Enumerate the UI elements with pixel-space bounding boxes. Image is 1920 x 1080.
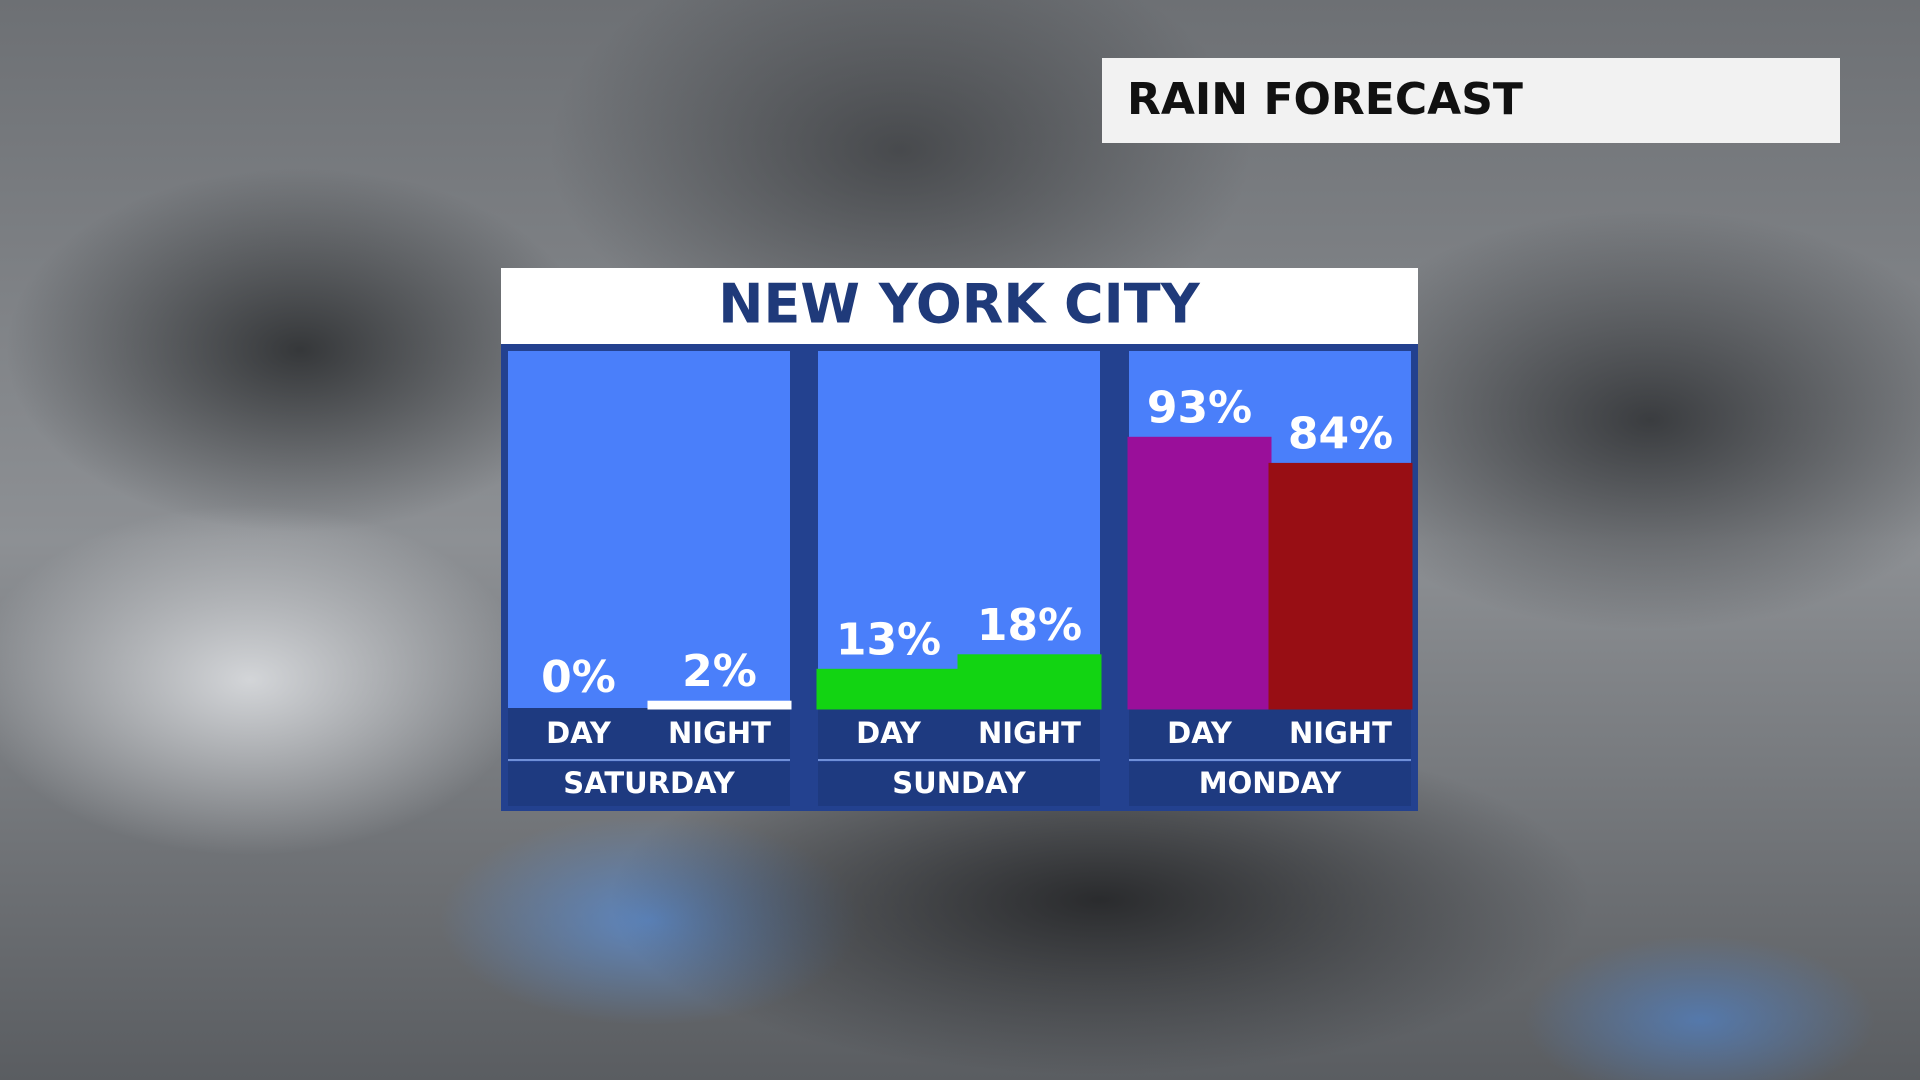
value-label: 84% [1288, 408, 1393, 459]
panel [818, 351, 1100, 708]
day-name: MONDAY [1199, 766, 1343, 800]
bar [647, 700, 792, 710]
day-row [508, 762, 790, 806]
chart-title: NEW YORK CITY [718, 273, 1200, 336]
bar [816, 668, 961, 710]
period-label: DAY [546, 716, 612, 750]
label-row [1129, 708, 1411, 759]
label-row [508, 708, 790, 759]
header-title: RAIN FORECAST [1127, 74, 1523, 125]
period-label: DAY [1167, 716, 1233, 750]
value-label: 18% [977, 600, 1082, 651]
bar [1127, 436, 1272, 710]
period-label: DAY [856, 716, 922, 750]
value-label: 93% [1147, 382, 1252, 433]
day-row [818, 762, 1100, 806]
title-box [501, 268, 1418, 344]
bar [1268, 462, 1413, 710]
day-name: SUNDAY [892, 766, 1026, 800]
value-label: 0% [541, 652, 616, 703]
day-name: SATURDAY [563, 766, 735, 800]
label-row [818, 708, 1100, 759]
period-label: NIGHT [978, 716, 1081, 750]
panel [508, 351, 790, 708]
bar [957, 654, 1102, 710]
day-row [1129, 762, 1411, 806]
header-box [1102, 58, 1840, 143]
period-label: NIGHT [1289, 716, 1392, 750]
value-label: 13% [836, 614, 941, 665]
value-label: 2% [682, 646, 757, 697]
period-label: NIGHT [668, 716, 771, 750]
